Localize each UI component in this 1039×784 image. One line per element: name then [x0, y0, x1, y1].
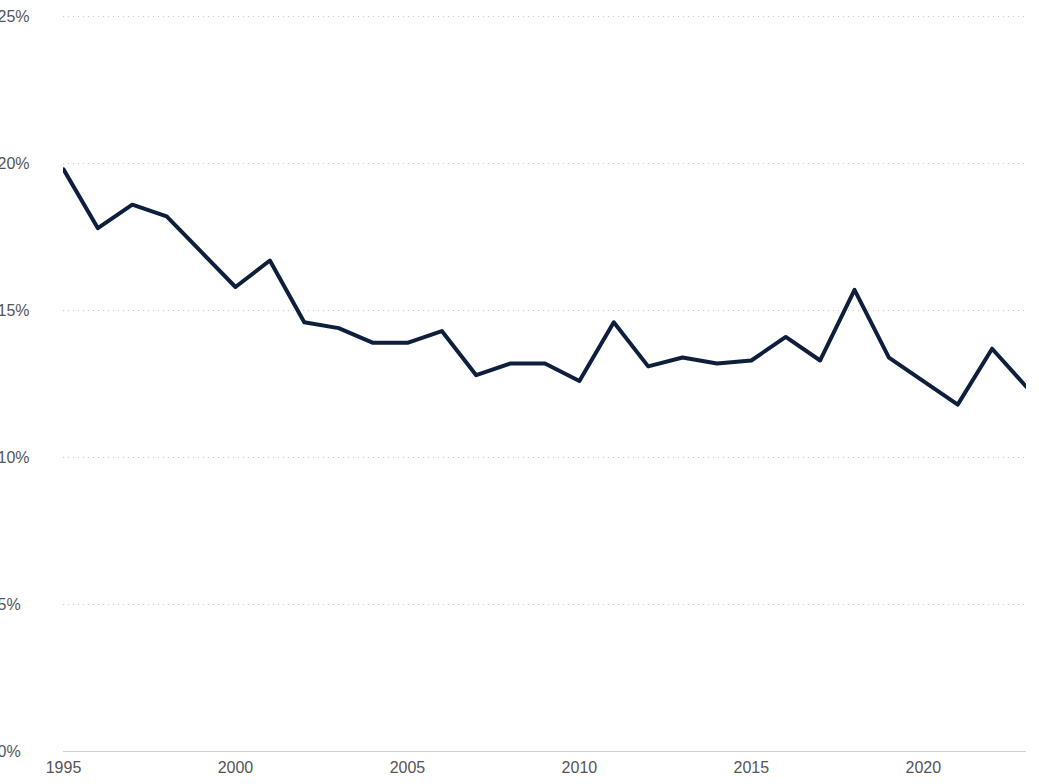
svg-text:20%: 20%: [0, 155, 30, 172]
svg-text:0%: 0%: [0, 743, 21, 760]
svg-text:2020: 2020: [906, 759, 942, 776]
svg-text:25%: 25%: [0, 8, 30, 25]
svg-text:1995: 1995: [46, 759, 82, 776]
svg-text:10%: 10%: [0, 449, 30, 466]
svg-text:5%: 5%: [0, 596, 21, 613]
svg-text:2005: 2005: [390, 759, 426, 776]
svg-text:2000: 2000: [218, 759, 254, 776]
svg-text:2010: 2010: [562, 759, 598, 776]
svg-text:15%: 15%: [0, 302, 30, 319]
svg-text:2015: 2015: [734, 759, 770, 776]
